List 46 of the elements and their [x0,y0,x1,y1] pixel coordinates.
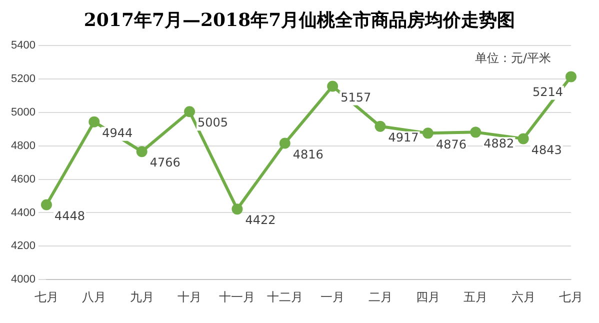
x-tick-label: 一月 [320,290,345,304]
x-tick-label: 十二月 [266,290,303,304]
y-tick-label: 4000 [10,274,36,286]
point [470,126,482,138]
data-label: 4944 [102,126,133,140]
x-tick-label: 九月 [130,290,154,304]
data-label: 5214 [532,84,564,99]
data-label: 4766 [150,156,180,170]
y-tick-label: 4400 [10,206,36,219]
point [422,128,434,139]
data-label: 5005 [198,116,228,130]
y-tick-label: 4200 [10,240,36,252]
point [232,204,243,215]
x-tick-label: 七月 [34,290,58,304]
x-tick-label: 四月 [416,290,440,304]
y-tick-label: 5200 [10,73,36,86]
y-tick-label: 5400 [10,40,36,52]
data-label: 4843 [531,142,562,157]
y-tick-label: 5000 [10,106,36,118]
x-tick-label: 六月 [511,290,536,304]
x-tick-label: 八月 [82,290,106,304]
point [518,133,529,144]
y-tick-label: 4600 [10,173,36,186]
x-tick-label: 五月 [464,290,488,304]
data-label: 4876 [436,137,466,152]
chart-title: 2017年7月—2018年7月仙桃全市商品房均价走势图 [82,9,516,32]
point [88,116,100,128]
point [184,106,196,118]
y-tick-label: 4800 [10,140,36,152]
point [40,199,52,210]
point [374,120,386,132]
data-label: 5157 [340,90,372,104]
data-label: 4422 [245,213,276,228]
point [566,71,576,82]
point [279,138,290,149]
x-tick-label: 十月 [178,290,202,304]
x-tick-label: 十一月 [219,290,256,304]
data-label: 4816 [292,147,324,162]
data-label: 4882 [484,136,514,150]
point [327,80,338,92]
annotation: 单位：元/平米 [474,50,551,67]
data-label: 4448 [54,208,86,223]
data-label: 4917 [388,130,419,144]
x-tick-label: 二月 [368,290,392,304]
x-tick-label: 七月 [559,290,583,304]
point [136,146,148,158]
